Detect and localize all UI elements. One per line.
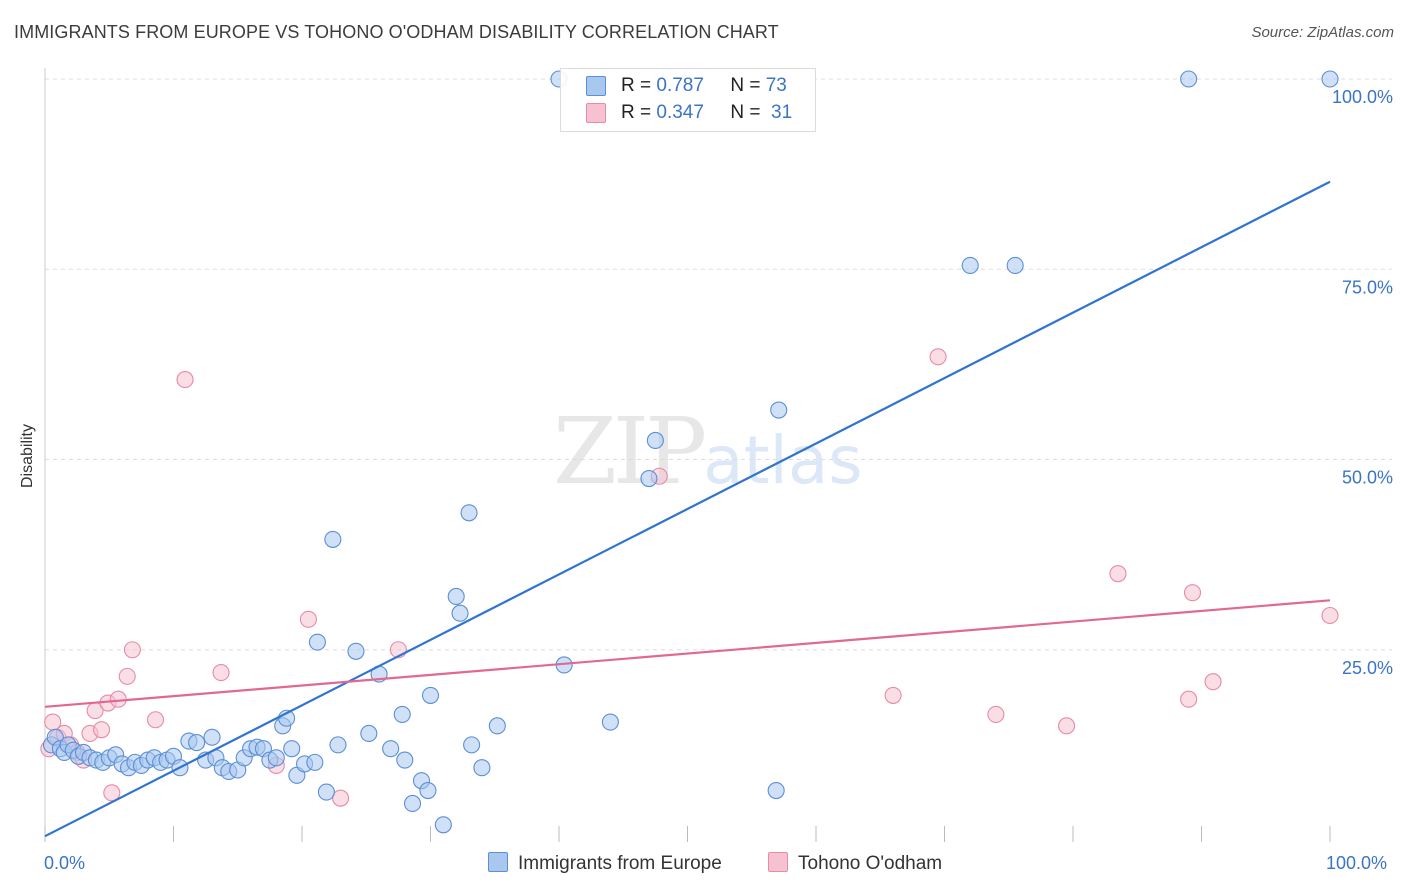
pink-point: [92, 721, 111, 739]
pink-point: [331, 789, 350, 807]
blue-point: [283, 740, 301, 758]
pink-point: [987, 705, 1005, 723]
pink-point: [1058, 717, 1076, 735]
blue-point: [463, 736, 481, 754]
blue-point: [317, 783, 335, 801]
blue-point: [601, 713, 619, 731]
x-axis-min-label: 0.0%: [44, 853, 86, 873]
blue-point: [1006, 256, 1024, 274]
y-tick-label: 100.0%: [1332, 87, 1393, 107]
legend-label: Immigrants from Europe: [518, 853, 722, 874]
pink-point: [103, 784, 121, 802]
pink-point: [176, 371, 194, 389]
blue-point: [396, 751, 414, 769]
pink-point: [118, 667, 136, 685]
y-tick-label: 50.0%: [1342, 468, 1393, 488]
stats-r-value: 0.787: [656, 75, 704, 96]
blue-point: [488, 717, 506, 735]
x-axis-max-label: 100.0%: [1326, 853, 1388, 873]
blue-point: [403, 794, 422, 813]
blue-point: [267, 749, 285, 767]
watermark-zip: ZIP: [553, 398, 707, 505]
pink-point: [1183, 584, 1202, 602]
blue-point: [308, 633, 326, 651]
source-label: Source: ZipAtlas.com: [1251, 24, 1394, 41]
legend-item-immigrants: Immigrants from Europe: [488, 852, 722, 876]
pink-point: [1109, 565, 1127, 583]
blue-point: [770, 401, 788, 419]
y-tick-label: 75.0%: [1342, 277, 1393, 297]
stats-r-label: R =: [621, 75, 652, 96]
pink-point: [1180, 690, 1198, 708]
blue-point: [767, 781, 785, 800]
blue-point: [473, 759, 491, 777]
pink-point: [146, 711, 165, 729]
blue-point: [203, 728, 221, 746]
pink-point: [1321, 606, 1339, 625]
blue-point: [419, 781, 437, 800]
pink-point: [884, 686, 902, 704]
pink-point: [212, 664, 230, 682]
blue-point: [1321, 70, 1339, 88]
pink-point: [1204, 673, 1222, 691]
pink-trend-line: [44, 599, 1331, 708]
blue-point: [961, 256, 979, 274]
blue-point: [324, 530, 342, 548]
pink-swatch-icon: [586, 103, 606, 123]
blue-point: [451, 604, 469, 622]
pink-swatch-icon: [768, 852, 788, 872]
pink-point: [123, 641, 141, 659]
blue-point: [646, 431, 664, 450]
stats-n-label: N =: [730, 102, 761, 123]
y-tick-label: 25.0%: [1342, 658, 1393, 678]
blue-point: [360, 724, 378, 743]
blue-point: [382, 740, 400, 758]
blue-point: [460, 504, 478, 522]
blue-point: [188, 734, 206, 752]
blue-point: [447, 587, 465, 606]
blue-point: [347, 642, 365, 660]
blue-point: [393, 705, 411, 723]
stats-n-value: 31: [771, 102, 793, 123]
blue-point: [640, 469, 658, 488]
blue-trend-line: [44, 180, 1331, 838]
stats-row-blue: R = 0.787 N = 73: [586, 74, 787, 98]
blue-point: [329, 736, 347, 754]
stats-r-label: R =: [621, 102, 652, 123]
stats-row-pink: R = 0.347 N = 31: [586, 101, 793, 125]
blue-point: [306, 753, 324, 771]
blue-point: [1180, 70, 1198, 88]
stats-n-label: N =: [730, 75, 761, 96]
watermark: ZIPatlas: [553, 398, 863, 505]
blue-swatch-icon: [488, 852, 508, 872]
blue-point: [421, 686, 440, 704]
chart-title: IMMIGRANTS FROM EUROPE VS TOHONO O'ODHAM…: [14, 22, 779, 42]
legend-item-tohono: Tohono O'odham: [768, 852, 942, 876]
legend-label: Tohono O'odham: [798, 853, 943, 874]
stats-r-value: 0.347: [656, 102, 704, 123]
pink-point: [299, 610, 317, 628]
blue-swatch-icon: [586, 76, 606, 96]
stats-n-value: 73: [765, 75, 787, 96]
stats-box: R = 0.787 N = 73 R = 0.347 N = 31: [560, 68, 816, 132]
pink-point: [929, 348, 947, 366]
blue-point: [434, 816, 452, 834]
